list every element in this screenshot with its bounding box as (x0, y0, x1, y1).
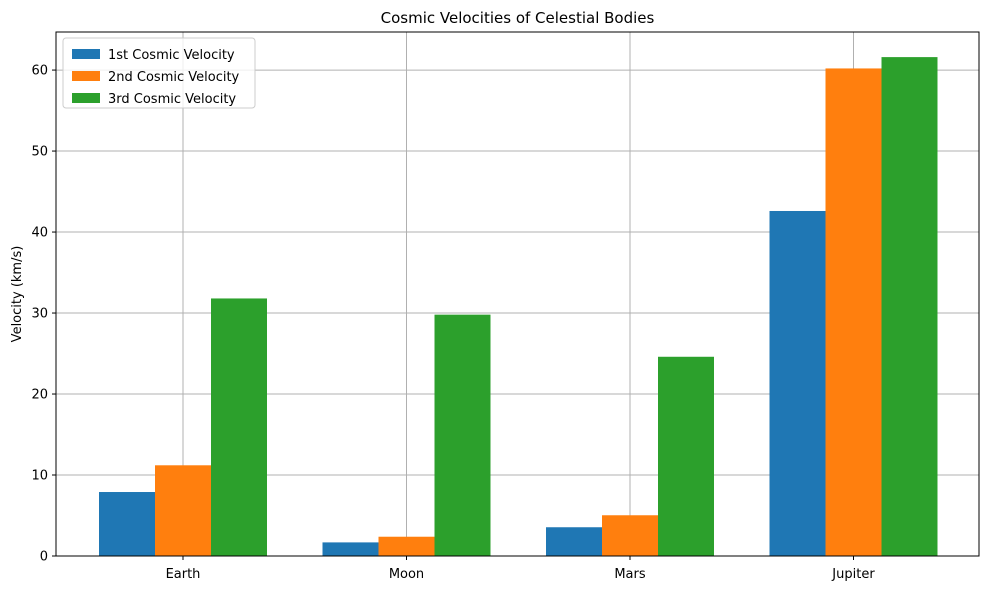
y-axis-label: Velocity (km/s) (10, 246, 25, 343)
bar-2-earth (155, 465, 211, 556)
bar-1-earth (99, 492, 155, 556)
y-tick-label: 60 (31, 64, 48, 79)
x-axis-ticks: Earth Moon Mars Jupiter (166, 556, 875, 582)
y-tick-label: 50 (31, 145, 48, 160)
bar-1-mars (546, 527, 602, 556)
bar-1-moon (322, 542, 379, 556)
y-tick-label: 0 (40, 550, 48, 565)
x-tick-label: Moon (389, 567, 424, 582)
legend: 1st Cosmic Velocity 2nd Cosmic Velocity 3r… (62, 37, 256, 109)
x-tick-label: Mars (614, 567, 646, 582)
legend-label: 2nd Cosmic Velocity (108, 70, 240, 85)
y-tick-label: 10 (31, 469, 48, 484)
bar-3-mars (658, 356, 714, 556)
legend-swatch (72, 93, 100, 103)
x-tick-label: Earth (166, 567, 201, 582)
bar-3-jupiter (881, 57, 938, 556)
bar-3-moon (434, 314, 491, 556)
y-tick-label: 40 (31, 226, 48, 241)
bar-2-mars (602, 515, 658, 556)
plot-frame (55, 31, 980, 557)
y-axis-ticks: 0 10 20 30 40 50 60 (31, 64, 56, 565)
x-tick-label: Jupiter (831, 567, 875, 582)
legend-label: 1st Cosmic Velocity (108, 48, 235, 63)
bar-2-jupiter (825, 68, 882, 556)
bar-2-moon (378, 536, 435, 556)
legend-box (62, 37, 256, 109)
legend-label: 3rd Cosmic Velocity (108, 92, 236, 107)
y-tick-label: 30 (31, 307, 48, 322)
legend-swatch (72, 71, 100, 81)
y-tick-label: 20 (31, 388, 48, 403)
legend-swatch (72, 49, 100, 59)
bars (99, 57, 938, 556)
chart-title: Cosmic Velocities of Celestial Bodies (381, 9, 655, 27)
bar-1-jupiter (769, 210, 826, 556)
bar-3-earth (211, 298, 267, 556)
